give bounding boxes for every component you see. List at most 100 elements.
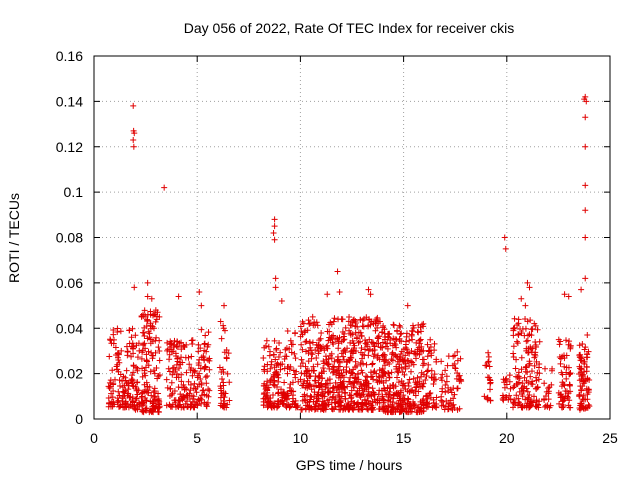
- data-point: [167, 385, 174, 392]
- data-point: [386, 374, 393, 381]
- data-point: [561, 291, 568, 298]
- data-point: [281, 398, 288, 405]
- data-point: [533, 377, 540, 384]
- data-point: [393, 365, 400, 372]
- x-tick-label: 15: [396, 430, 412, 446]
- data-point: [349, 350, 356, 357]
- data-point: [142, 372, 149, 379]
- data-point: [156, 371, 163, 378]
- data-point: [388, 369, 395, 376]
- data-point: [275, 354, 282, 361]
- data-point: [524, 369, 531, 376]
- data-point: [567, 370, 574, 377]
- data-point: [309, 339, 316, 346]
- data-point: [536, 398, 543, 405]
- data-point: [316, 384, 323, 391]
- data-point: [404, 302, 411, 309]
- data-point: [560, 404, 567, 411]
- data-point: [132, 397, 139, 404]
- data-point: [424, 400, 431, 407]
- data-point: [397, 350, 404, 357]
- data-point: [206, 387, 213, 394]
- data-point: [121, 404, 128, 411]
- data-point: [330, 341, 337, 348]
- data-point: [325, 337, 332, 344]
- data-point: [372, 327, 379, 334]
- data-point: [131, 284, 138, 291]
- data-point: [526, 392, 533, 399]
- data-point: [582, 182, 589, 189]
- data-point: [402, 352, 409, 359]
- data-point: [121, 392, 128, 399]
- data-point: [427, 336, 434, 343]
- data-point: [343, 363, 350, 370]
- data-point: [287, 337, 294, 344]
- data-point: [352, 319, 359, 326]
- data-point: [557, 394, 564, 401]
- data-point: [359, 351, 366, 358]
- data-point: [542, 393, 549, 400]
- data-point: [340, 378, 347, 385]
- data-point: [370, 339, 377, 346]
- data-point: [442, 389, 449, 396]
- data-point: [512, 365, 519, 372]
- data-point: [395, 369, 402, 376]
- data-point: [140, 341, 147, 348]
- data-point: [445, 353, 452, 360]
- data-point: [151, 370, 158, 377]
- data-point: [133, 387, 140, 394]
- data-point: [178, 354, 185, 361]
- data-point: [524, 388, 531, 395]
- data-point: [220, 402, 227, 409]
- data-point: [320, 364, 327, 371]
- data-point: [185, 378, 192, 385]
- data-point: [577, 402, 584, 409]
- data-point: [344, 359, 351, 366]
- y-tick-label: 0.14: [56, 93, 83, 109]
- data-point: [122, 400, 129, 407]
- data-point: [366, 316, 373, 323]
- data-point: [370, 353, 377, 360]
- data-point: [527, 345, 534, 352]
- data-point: [132, 383, 139, 390]
- data-point: [110, 398, 117, 405]
- data-point: [328, 399, 335, 406]
- data-point: [557, 360, 564, 367]
- data-point: [265, 343, 272, 350]
- data-point: [202, 374, 209, 381]
- data-point: [155, 409, 162, 416]
- data-point: [535, 364, 542, 371]
- data-point: [563, 352, 570, 359]
- data-point: [202, 332, 209, 339]
- data-point: [369, 361, 376, 368]
- data-point: [407, 408, 414, 415]
- data-point: [108, 403, 115, 410]
- data-point: [168, 379, 175, 386]
- data-point: [271, 382, 278, 389]
- data-point: [134, 354, 141, 361]
- data-point: [204, 372, 211, 379]
- data-point: [424, 353, 431, 360]
- data-point: [120, 373, 127, 380]
- data-point: [396, 322, 403, 329]
- data-point: [130, 136, 137, 143]
- data-point: [399, 357, 406, 364]
- data-point: [135, 340, 142, 347]
- data-point: [532, 403, 539, 410]
- data-point: [427, 390, 434, 397]
- data-point: [140, 409, 147, 416]
- data-point: [438, 358, 445, 365]
- data-point: [395, 356, 402, 363]
- data-point: [373, 370, 380, 377]
- data-point: [348, 387, 355, 394]
- data-point: [200, 387, 207, 394]
- data-point: [354, 387, 361, 394]
- data-point: [114, 395, 121, 402]
- data-point: [287, 387, 294, 394]
- data-point: [561, 382, 568, 389]
- data-point: [273, 368, 280, 375]
- data-point: [485, 359, 492, 366]
- data-point: [175, 374, 182, 381]
- data-point: [380, 408, 387, 415]
- data-point: [424, 341, 431, 348]
